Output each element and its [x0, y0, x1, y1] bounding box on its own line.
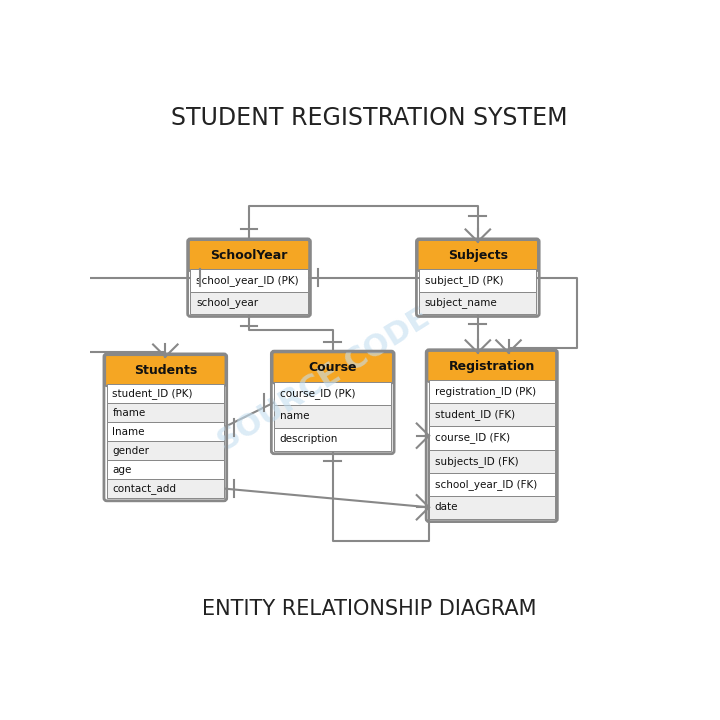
- FancyBboxPatch shape: [427, 351, 557, 382]
- Text: description: description: [280, 434, 338, 444]
- Bar: [190, 292, 307, 314]
- Text: course_ID (PK): course_ID (PK): [280, 387, 355, 399]
- Bar: [419, 269, 536, 292]
- Text: SchoolYear: SchoolYear: [210, 249, 288, 262]
- Bar: [429, 472, 554, 496]
- Text: registration_ID (PK): registration_ID (PK): [435, 387, 536, 397]
- Bar: [107, 384, 224, 403]
- Bar: [429, 426, 554, 449]
- Bar: [419, 292, 536, 314]
- Text: Registration: Registration: [449, 360, 535, 373]
- Bar: [107, 403, 224, 422]
- Text: Course: Course: [308, 361, 357, 374]
- FancyBboxPatch shape: [105, 355, 225, 386]
- FancyBboxPatch shape: [272, 352, 393, 383]
- Bar: [274, 405, 392, 428]
- Text: SOURCE CODE: SOURCE CODE: [213, 303, 436, 457]
- FancyBboxPatch shape: [418, 240, 538, 271]
- Text: subject_ID (PK): subject_ID (PK): [425, 275, 503, 286]
- Text: subjects_ID (FK): subjects_ID (FK): [435, 456, 518, 467]
- Bar: [107, 441, 224, 460]
- FancyBboxPatch shape: [189, 240, 310, 271]
- Bar: [274, 382, 392, 405]
- Text: school_year_ID (PK): school_year_ID (PK): [196, 275, 299, 286]
- Text: school_year_ID (FK): school_year_ID (FK): [435, 479, 537, 490]
- Text: contact_add: contact_add: [112, 483, 176, 494]
- Text: age: age: [112, 464, 132, 474]
- Text: ENTITY RELATIONSHIP DIAGRAM: ENTITY RELATIONSHIP DIAGRAM: [202, 598, 536, 618]
- Bar: [107, 479, 224, 498]
- Bar: [429, 496, 554, 519]
- Bar: [274, 428, 392, 451]
- Text: subject_name: subject_name: [425, 297, 498, 308]
- Text: course_ID (FK): course_ID (FK): [435, 433, 510, 444]
- Text: student_ID (FK): student_ID (FK): [435, 410, 515, 420]
- Bar: [429, 403, 554, 426]
- Text: STUDENT REGISTRATION SYSTEM: STUDENT REGISTRATION SYSTEM: [171, 106, 567, 130]
- Text: Subjects: Subjects: [448, 249, 508, 262]
- Text: school_year: school_year: [196, 297, 258, 308]
- Text: lname: lname: [112, 427, 145, 437]
- Bar: [429, 380, 554, 403]
- Text: fname: fname: [112, 408, 145, 418]
- Bar: [107, 422, 224, 441]
- Bar: [107, 460, 224, 479]
- Text: name: name: [280, 411, 309, 421]
- Text: gender: gender: [112, 446, 149, 456]
- Bar: [429, 449, 554, 472]
- Text: Students: Students: [134, 364, 197, 377]
- Bar: [190, 269, 307, 292]
- Text: student_ID (PK): student_ID (PK): [112, 388, 193, 400]
- Text: date: date: [435, 503, 458, 513]
